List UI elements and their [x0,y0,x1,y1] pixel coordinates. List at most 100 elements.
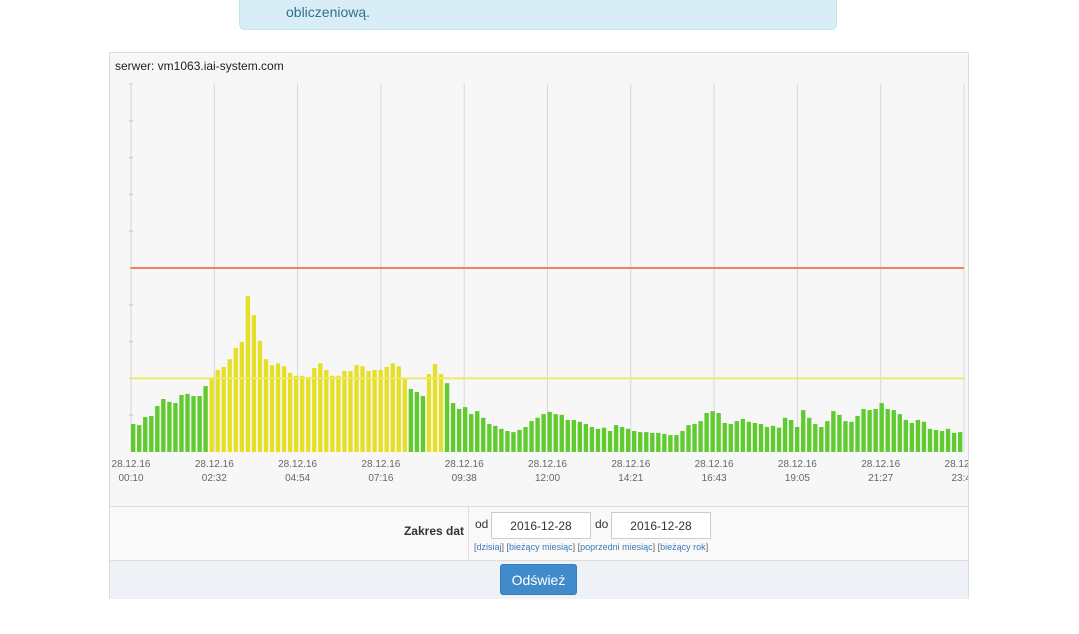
chart-bar [517,429,522,452]
chart-bar [903,419,908,452]
x-tick-date: 28.12.16 [778,459,817,470]
chart-bar [348,371,353,452]
chart-bar [807,417,812,452]
chart-bar [269,365,275,452]
chart-bar [957,432,963,452]
chart-bar [607,431,613,452]
quick-range-links: [dzisiaj] [bieżący miesiąc] [poprzedni m… [474,542,709,552]
chart-bar [505,431,510,452]
chart-bar [813,424,818,452]
refresh-button[interactable]: Odśwież [500,564,577,595]
chart-bar [535,417,540,452]
chart-bar [728,424,733,452]
info-alert: obliczeniową. [239,0,837,30]
x-tick-time: 00:10 [118,473,143,484]
chart-bar [306,376,311,452]
chart-bar [927,428,933,452]
chart-bar [577,421,583,452]
x-tick-time: 07:16 [368,473,393,484]
link-current-year[interactable]: bieżący rok [660,542,706,552]
link-current-month[interactable]: bieżący miesiąc [509,542,573,552]
chart-bar [619,426,625,452]
chart-bar [541,414,546,452]
chart-bar [819,426,824,452]
chart-bar [752,422,758,452]
chart-bar [167,401,172,452]
chart-bar [475,411,480,452]
chart-bar [933,429,939,452]
chart-bar [185,393,190,452]
chart-bar [601,427,607,452]
chart-bar [275,363,281,452]
chart-bar [861,408,866,452]
chart-bar [710,411,715,452]
from-label: od [475,517,489,531]
chart-x-ticks: 28.12.16 00:10 28.12.16 02:32 28.12.16 04:54 2… [112,459,968,484]
chart-bar [481,417,486,452]
chart-bar [565,419,570,452]
chart-bar [782,417,788,452]
x-tick-date: 28.12.16 [945,459,968,470]
chart-bar [318,363,323,452]
date-to-input[interactable] [611,512,711,539]
chart-bar [161,399,166,452]
chart-bar [462,407,468,452]
chart-bar [613,425,619,452]
chart-bar [390,363,395,452]
chart-bar [203,386,208,452]
chart-bar [209,378,214,452]
chart-bar [432,364,438,452]
chart-bar [450,403,456,452]
chart-bar [788,419,794,452]
link-previous-month[interactable]: poprzedni miesiąc [580,542,653,552]
chart-bar [668,435,673,452]
chart-bar [873,408,878,452]
chart-bar [915,419,921,452]
chart-bar [674,435,679,452]
chart-bar [523,426,528,452]
chart-bar [131,424,136,452]
chart-bar [632,431,637,452]
server-panel: serwer: vm1063.iai-system.com 28.12.16 00… [109,52,969,599]
chart-bar [426,373,432,452]
chart-bar [444,383,450,452]
chart-bar [698,421,703,452]
chart-bar [625,428,631,452]
x-tick-time: 19:05 [785,473,810,484]
chart-bar [571,419,576,452]
chart-bar [764,426,770,452]
chart-bar [155,406,160,452]
chart-bar [396,366,401,452]
chart-bar [342,371,347,452]
chart-bar [547,411,552,452]
date-from-input[interactable] [491,512,591,539]
chart-bar [287,372,293,452]
chart-bar [312,368,317,452]
chart-bar [384,366,389,452]
chart-bar [638,432,643,452]
chart-thresholds [131,267,964,380]
chart-bar [939,431,945,452]
chart-bar [909,422,915,452]
chart-bar [137,425,142,452]
date-range-label-cell: Zakres dat [110,507,469,560]
x-tick-time: 21:27 [868,473,893,484]
x-tick-time: 16:43 [702,473,727,484]
chart-bar [945,428,951,452]
chart-bar [921,421,927,452]
chart-bar [456,408,462,452]
chart-bar [776,427,782,452]
chart-bar [438,373,444,452]
chart-bar [251,315,257,452]
link-today[interactable]: dzisiaj [476,542,502,552]
chart-bar [559,414,564,452]
chart-bar [469,414,474,452]
chart-bar [595,428,601,452]
to-label: do [595,517,609,531]
chart-bar [716,412,721,452]
chart-bar [734,421,739,452]
chart-bar [378,369,383,452]
chart-bar [493,425,498,452]
chart-bar [692,424,697,452]
chart-bar [239,341,244,452]
